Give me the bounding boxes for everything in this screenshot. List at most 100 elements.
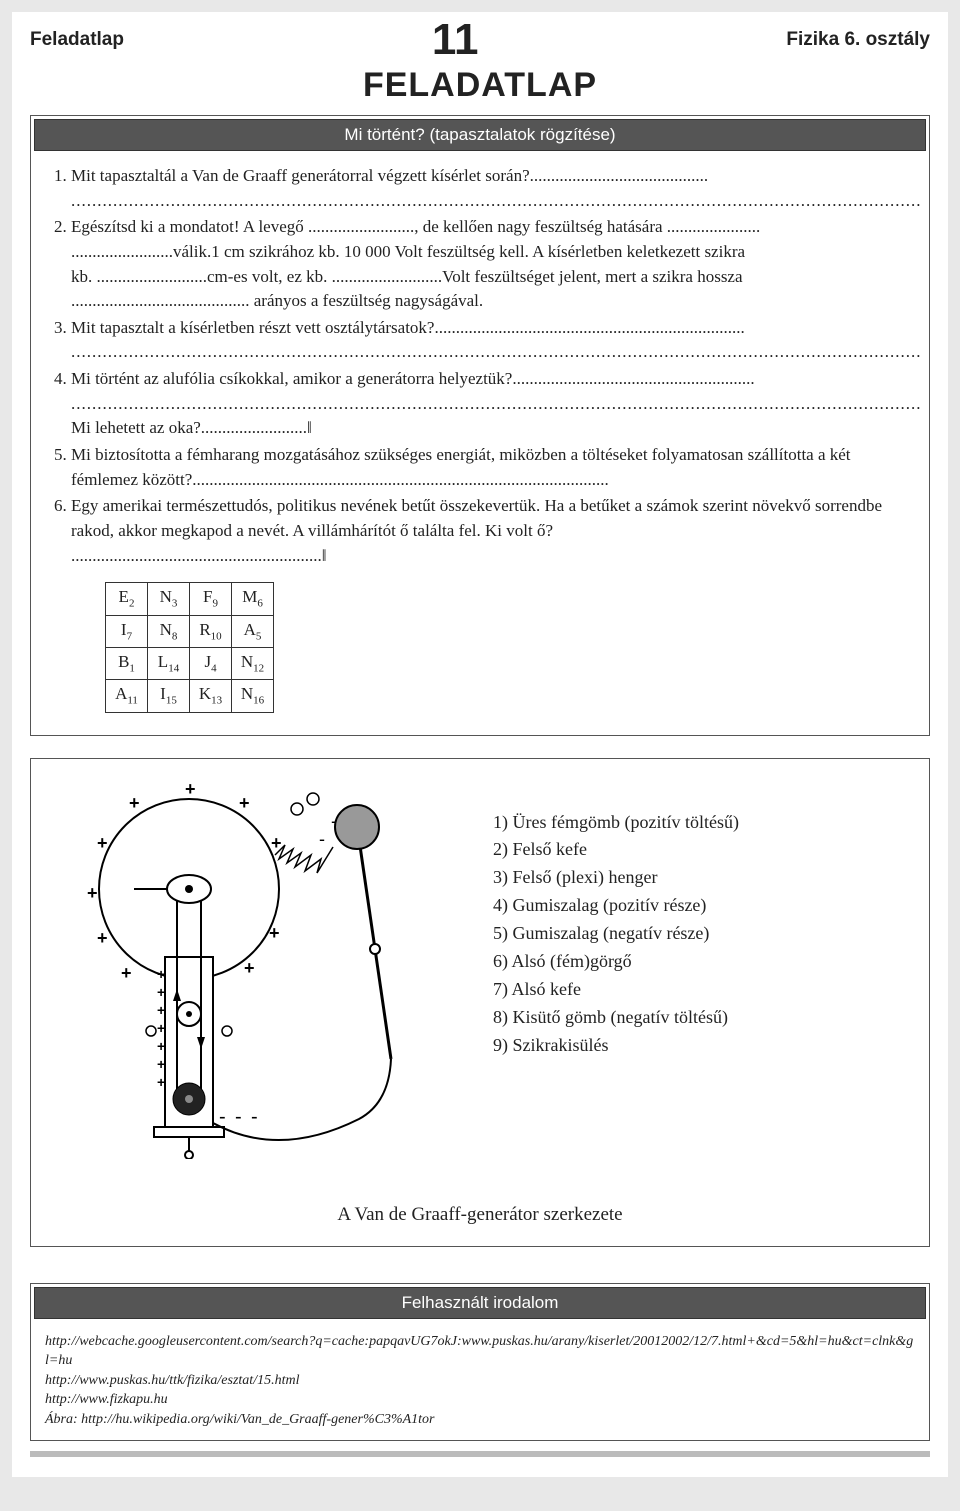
grid-cell: L14 [148, 647, 190, 679]
q1-line2: ........................................… [71, 191, 922, 210]
diagram-row: + + + + + + + + + + [49, 779, 911, 1164]
grid-cell: N16 [232, 680, 274, 712]
diagram-section: + + + + + + + + + + [30, 758, 930, 1247]
cell-letter: K [199, 684, 211, 703]
svg-text:+: + [87, 883, 98, 903]
cell-sub: 10 [211, 630, 222, 642]
grid-cell: K13 [190, 680, 232, 712]
legend-item: 5) Gumiszalag (negatív része) [493, 920, 739, 948]
q4-c: Mi lehetett az oka?.....................… [71, 418, 312, 437]
cell-sub: 16 [253, 695, 264, 707]
grid-cell: E2 [106, 583, 148, 615]
cell-sub: 11 [127, 695, 138, 707]
diagram-caption: A Van de Graaff-generátor szerkezete [49, 1204, 911, 1226]
svg-text:-: - [331, 811, 337, 831]
cell-sub: 1 [129, 662, 135, 674]
q2-b: ........................válik.1 cm szikr… [71, 242, 745, 261]
diagram-svg-icon: + + + + + + + + + + [49, 779, 469, 1159]
cell-sub: 8 [172, 630, 178, 642]
question-6: Egy amerikai természettudós, politikus n… [71, 494, 915, 568]
question-4: Mi történt az alufólia csíkokkal, amikor… [71, 367, 915, 441]
q4-a: Mi történt az alufólia csíkokkal, amikor… [71, 369, 755, 388]
table-row: A11 I15 K13 N16 [106, 680, 274, 712]
svg-text:+: + [185, 779, 196, 799]
ref-line: Ábra: http://hu.wikipedia.org/wiki/Van_d… [45, 1410, 915, 1430]
svg-text:+: + [157, 1002, 165, 1018]
table-row: I7 N8 R10 A5 [106, 615, 274, 647]
grid-cell: N3 [148, 583, 190, 615]
cell-sub: 12 [253, 662, 264, 674]
svg-text:+: + [157, 1038, 165, 1054]
cell-sub: 7 [127, 630, 133, 642]
cell-letter: A [115, 684, 127, 703]
cell-letter: N [160, 587, 172, 606]
letter-puzzle-grid: E2 N3 F9 M6 I7 N8 R10 A5 B1 L14 J4 N12 [105, 582, 274, 712]
legend-item: 1) Üres fémgömb (pozitív töltésű) [493, 809, 739, 837]
q4-b: ........................................… [71, 394, 922, 413]
grid-cell: I7 [106, 615, 148, 647]
grid-cell: R10 [190, 615, 232, 647]
svg-text:-: - [251, 1106, 258, 1128]
legend-item: 4) Gumiszalag (pozitív része) [493, 892, 739, 920]
svg-text:+: + [239, 793, 250, 813]
grid-cell: I15 [148, 680, 190, 712]
grid-cell: M6 [232, 583, 274, 615]
grid-cell: A5 [232, 615, 274, 647]
q1-text: Mit tapasztaltál a Van de Graaff generát… [71, 166, 708, 185]
question-2: Egészítsd ki a mondatot! A levegő ......… [71, 215, 915, 314]
table-row: B1 L14 J4 N12 [106, 647, 274, 679]
ref-line: http://www.fizkapu.hu [45, 1390, 915, 1410]
svg-text:+: + [97, 833, 108, 853]
footer-bar [30, 1451, 930, 1457]
questions-section-title: Mi történt? (tapasztalatok rögzítése) [34, 119, 926, 151]
cell-sub: 14 [168, 662, 179, 674]
q2-c: kb. ..........................cm-es volt… [71, 267, 743, 311]
references-title: Felhasznált irodalom [34, 1287, 926, 1319]
references-body: http://webcache.googleusercontent.com/se… [31, 1322, 929, 1440]
cell-letter: B [118, 652, 129, 671]
grid-cell: B1 [106, 647, 148, 679]
cell-sub: 5 [256, 630, 262, 642]
svg-text:+: + [157, 1074, 165, 1090]
grid-cell: J4 [190, 647, 232, 679]
page-header: Feladatlap 11 Fizika 6. osztály [12, 12, 948, 62]
cell-sub: 15 [166, 695, 177, 707]
legend-item: 3) Felső (plexi) henger [493, 864, 739, 892]
q6-a: Egy amerikai természettudós, politikus n… [71, 496, 882, 540]
svg-text:+: + [97, 928, 108, 948]
cell-letter: E [119, 587, 129, 606]
main-title: FELADATLAP [12, 66, 948, 105]
svg-text:+: + [157, 1020, 165, 1036]
table-row: E2 N3 F9 M6 [106, 583, 274, 615]
ref-line: http://webcache.googleusercontent.com/se… [45, 1332, 915, 1371]
cell-sub: 9 [212, 598, 218, 610]
cell-sub: 6 [257, 598, 263, 610]
cell-sub: 3 [172, 598, 178, 610]
worksheet-page: Feladatlap 11 Fizika 6. osztály FELADATL… [12, 12, 948, 1477]
ref-line: http://www.puskas.hu/ttk/fizika/esztat/1… [45, 1371, 915, 1391]
legend-item: 9) Szikrakisülés [493, 1032, 739, 1060]
grid-cell: N8 [148, 615, 190, 647]
legend-item: 2) Felső kefe [493, 836, 739, 864]
svg-text:-: - [319, 829, 325, 849]
questions-section: Mi történt? (tapasztalatok rögzítése) Mi… [30, 115, 930, 736]
svg-text:+: + [121, 963, 132, 983]
q5-text: Mi biztosította a fémharang mozgatásához… [71, 445, 851, 489]
grid-cell: A11 [106, 680, 148, 712]
svg-text:+: + [157, 1056, 165, 1072]
svg-text:+: + [157, 984, 165, 1000]
svg-text:-: - [235, 1106, 242, 1128]
cell-sub: 2 [129, 598, 135, 610]
cell-letter: N [241, 684, 253, 703]
page-number: 11 [432, 18, 479, 62]
svg-text:+: + [157, 966, 165, 982]
svg-text:+: + [244, 958, 255, 978]
grid-cell: N12 [232, 647, 274, 679]
question-3: Mit tapasztalt a kísérletben részt vett … [71, 316, 915, 365]
van-de-graaff-diagram: + + + + + + + + + + [49, 779, 469, 1164]
header-left: Feladatlap [30, 29, 124, 51]
question-5: Mi biztosította a fémharang mozgatásához… [71, 443, 915, 492]
cell-letter: M [242, 587, 257, 606]
header-right: Fizika 6. osztály [786, 29, 930, 51]
legend-item: 8) Kisütő gömb (negatív töltésű) [493, 1004, 739, 1032]
